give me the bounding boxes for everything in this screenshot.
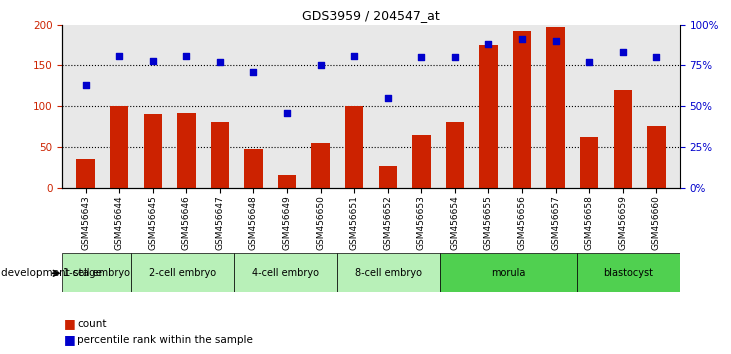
Point (248, 69, 260, 75)
Point (516, 36, 528, 42)
Bar (446, 122, 464, 188)
Bar (412, 135, 431, 188)
Point (583, 59, 595, 65)
Bar (110, 106, 129, 188)
Text: 4-cell embryo: 4-cell embryo (251, 268, 319, 278)
Point (617, 50, 629, 55)
Point (349, 53, 360, 58)
Point (315, 63, 327, 68)
Bar (513, 31, 531, 188)
Bar (244, 149, 262, 188)
Bar (647, 126, 665, 188)
Bar (143, 114, 162, 188)
Text: percentile rank within the sample: percentile rank within the sample (77, 335, 254, 345)
Text: count: count (77, 319, 107, 329)
Bar (278, 176, 296, 188)
Bar (234, 253, 337, 292)
Bar (546, 27, 565, 188)
Title: GDS3959 / 204547_at: GDS3959 / 204547_at (302, 9, 440, 22)
Bar (580, 137, 599, 188)
Text: 1-cell embryo: 1-cell embryo (63, 268, 130, 278)
Point (449, 55, 461, 60)
Point (651, 55, 662, 60)
Bar (577, 253, 680, 292)
Bar (311, 143, 330, 188)
Bar (177, 113, 196, 188)
Bar (77, 159, 95, 188)
Bar (337, 253, 439, 292)
Text: 8-cell embryo: 8-cell embryo (355, 268, 422, 278)
Point (281, 110, 293, 115)
Point (382, 95, 393, 101)
Bar (613, 90, 632, 188)
Point (415, 55, 427, 60)
Bar (379, 166, 397, 188)
Text: morula: morula (491, 268, 526, 278)
Bar (345, 106, 363, 188)
Point (80, 82, 91, 88)
Bar (131, 253, 234, 292)
Text: ■: ■ (64, 318, 76, 330)
Point (147, 58, 159, 63)
Point (550, 38, 561, 44)
Point (214, 59, 226, 65)
Text: ■: ■ (64, 333, 76, 346)
Bar (439, 253, 577, 292)
Text: 2-cell embryo: 2-cell embryo (148, 268, 216, 278)
Bar (480, 45, 498, 188)
Point (113, 53, 125, 58)
Point (181, 53, 192, 58)
Text: blastocyst: blastocyst (603, 268, 654, 278)
Bar (62, 253, 131, 292)
Point (482, 41, 494, 47)
Text: development stage: development stage (1, 268, 102, 278)
Bar (211, 122, 229, 188)
